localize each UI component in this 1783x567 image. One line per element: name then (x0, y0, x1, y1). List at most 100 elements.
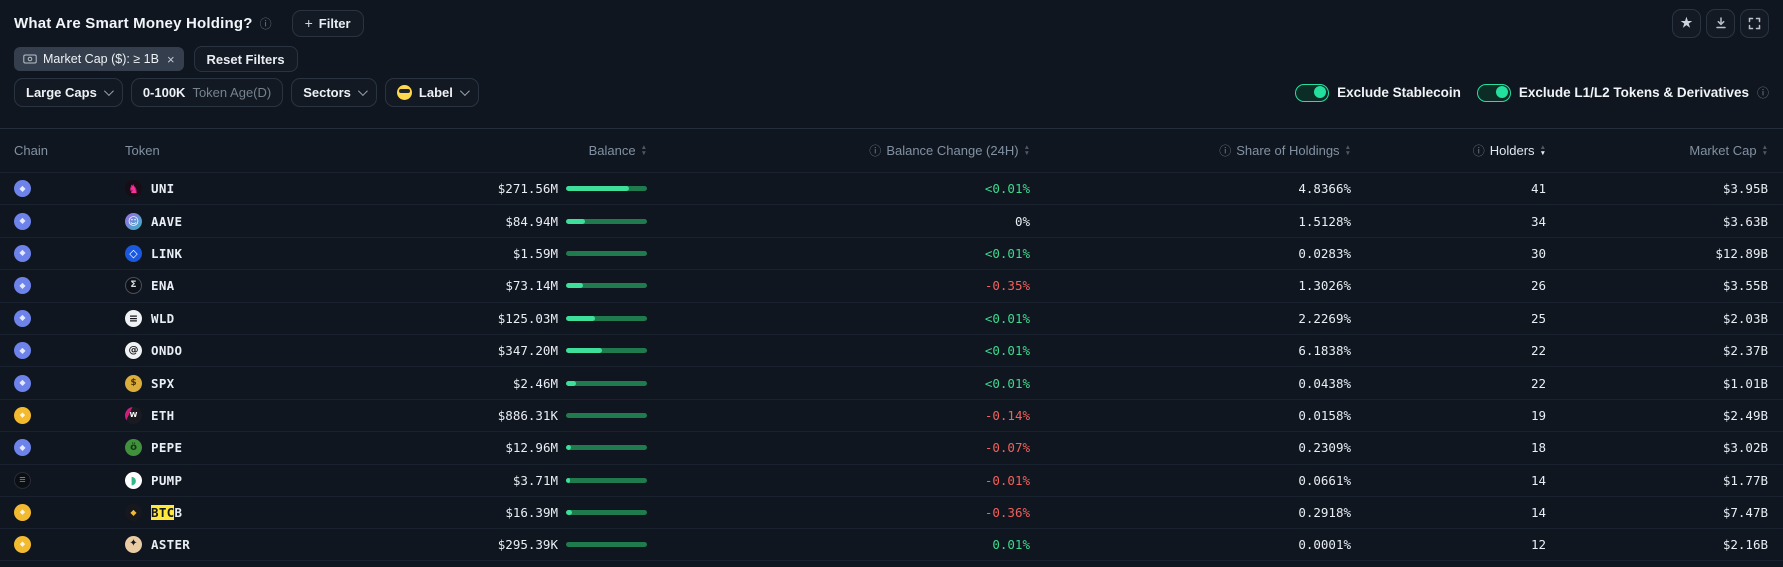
market-cap-value: $1.01B (1723, 376, 1768, 391)
holders-cell: 30 (1351, 246, 1546, 261)
balance-bar (566, 478, 647, 483)
close-icon[interactable]: × (167, 52, 175, 67)
share-cell: 0.0283% (1030, 246, 1351, 261)
table-row[interactable]: ◇ LINK $1.59M <0.01% 0.0283% 30 $12.89B (0, 237, 1783, 269)
bnb-chain-icon (14, 536, 31, 553)
balance-change-cell: <0.01% (647, 311, 1030, 326)
market-cap-cell: $7.47B (1546, 505, 1768, 520)
holders-cell: 19 (1351, 408, 1546, 423)
bnb-chain-icon (14, 407, 31, 424)
holders-value: 14 (1531, 473, 1546, 488)
token-cell[interactable]: ≡ WLD (125, 310, 435, 327)
reset-filters-label: Reset Filters (207, 52, 285, 67)
balance-bar-fill (566, 445, 571, 450)
table-row[interactable]: @ ONDO $347.20M <0.01% 6.1838% 22 $2.37B (0, 334, 1783, 366)
toggle-switch-on[interactable] (1477, 84, 1511, 102)
balance-value: $84.94M (505, 214, 558, 229)
table-row[interactable]: ≡ WLD $125.03M <0.01% 2.2269% 25 $2.03B (0, 302, 1783, 334)
info-icon: ⓘ (260, 15, 272, 32)
token-cell[interactable]: ö PEPE (125, 439, 435, 456)
market-cap-filter-chip[interactable]: Market Cap ($): ≥ 1B × (14, 47, 184, 71)
holders-cell: 18 (1351, 440, 1546, 455)
token-cell[interactable]: Σ ENA (125, 277, 435, 294)
market-cap-value: $2.16B (1723, 537, 1768, 552)
toggle-knob (1496, 86, 1508, 98)
chain-cell (14, 245, 125, 262)
column-header-holders[interactable]: ⓘ Holders ▲▼ (1351, 142, 1546, 159)
chain-cell (14, 472, 125, 489)
token-symbol: WLD (151, 311, 174, 326)
token-cell[interactable]: @ ONDO (125, 342, 435, 359)
table-row[interactable]: ö PEPE $12.96M -0.07% 0.2309% 18 $3.02B (0, 431, 1783, 463)
token-age-filter[interactable]: 0-100K Token Age(D) (131, 78, 283, 107)
token-cell[interactable]: ◗ PUMP (125, 472, 435, 489)
chevron-down-icon (104, 86, 114, 96)
label-dropdown-label: Label (419, 85, 453, 100)
balance-value: $12.96M (505, 440, 558, 455)
token-symbol: SPX (151, 376, 174, 391)
market-cap-size-dropdown[interactable]: Large Caps (14, 78, 123, 107)
fullscreen-button[interactable] (1740, 9, 1769, 38)
table-row[interactable]: ✦ ASTER $295.39K 0.01% 0.0001% 12 $2.16B (0, 528, 1783, 560)
balance-value: $271.56M (498, 181, 558, 196)
table-row[interactable]: Σ ENA $73.14M -0.35% 1.3026% 26 $3.55B (0, 269, 1783, 301)
reset-filters-button[interactable]: Reset Filters (194, 46, 298, 72)
balance-bar-fill (566, 283, 583, 288)
toggle-switch-on[interactable] (1295, 84, 1329, 102)
balance-value: $16.39M (505, 505, 558, 520)
balance-change-value: -0.35% (985, 278, 1030, 293)
balance-change-cell: 0% (647, 214, 1030, 229)
download-button[interactable] (1706, 9, 1735, 38)
label-dropdown[interactable]: Label (385, 78, 479, 107)
token-cell[interactable]: W ETH (125, 407, 435, 424)
market-cap-value: $3.55B (1723, 278, 1768, 293)
market-cap-value: $3.63B (1723, 214, 1768, 229)
token-cell[interactable]: ◆ BTCB (125, 504, 435, 521)
share-cell: 0.0438% (1030, 376, 1351, 391)
table-row[interactable]: ♞ UNI $271.56M <0.01% 4.8366% 41 $3.95B (0, 172, 1783, 204)
toggle-group: Exclude Stablecoin Exclude L1/L2 Tokens … (1295, 84, 1769, 102)
share-of-holdings-value: 6.1838% (1298, 343, 1351, 358)
token-cell[interactable]: $ SPX (125, 375, 435, 392)
table-row[interactable]: W ETH $886.31K -0.14% 0.0158% 19 $2.49B (0, 399, 1783, 431)
holders-cell: 26 (1351, 278, 1546, 293)
share-cell: 0.2309% (1030, 440, 1351, 455)
sectors-dropdown[interactable]: Sectors (291, 78, 377, 107)
table-row[interactable]: ◗ PUMP $3.71M -0.01% 0.0661% 14 $1.77B (0, 464, 1783, 496)
market-cap-value: $1.77B (1723, 473, 1768, 488)
chevron-down-icon (460, 86, 470, 96)
token-symbol: UNI (151, 181, 174, 196)
token-cell[interactable]: ✦ ASTER (125, 536, 435, 553)
table-row[interactable]: ◆ BTCB $16.39M -0.36% 0.2918% 14 $7.47B (0, 496, 1783, 528)
token-icon-ena: Σ (125, 277, 142, 294)
token-age-suffix: Token Age(D) (192, 85, 271, 100)
holders-cell: 34 (1351, 214, 1546, 229)
balance-change-cell: <0.01% (647, 343, 1030, 358)
table-row[interactable]: ☺ AAVE $84.94M 0% 1.5128% 34 $3.63B (0, 204, 1783, 236)
table-row[interactable]: $ SPX $2.46M <0.01% 0.0438% 22 $1.01B (0, 366, 1783, 398)
chain-cell (14, 407, 125, 424)
balance-change-cell: -0.14% (647, 408, 1030, 423)
exclude-stablecoin-label: Exclude Stablecoin (1337, 85, 1461, 100)
balance-value: $73.14M (505, 278, 558, 293)
token-cell[interactable]: ♞ UNI (125, 180, 435, 197)
token-cell[interactable]: ◇ LINK (125, 245, 435, 262)
balance-bar (566, 186, 647, 191)
favorite-button[interactable]: ★ (1672, 9, 1701, 38)
column-header-balance-change[interactable]: ⓘ Balance Change (24H) ▲▼ (647, 142, 1030, 159)
token-cell[interactable]: ☺ AAVE (125, 213, 435, 230)
market-cap-value: $7.47B (1723, 505, 1768, 520)
ethereum-chain-icon (14, 213, 31, 230)
balance-bar (566, 413, 647, 418)
column-header-share-of-holdings[interactable]: ⓘ Share of Holdings ▲▼ (1030, 142, 1351, 159)
add-filter-button[interactable]: + Filter (292, 10, 364, 37)
exclude-stablecoin-toggle[interactable]: Exclude Stablecoin (1295, 84, 1461, 102)
holders-cell: 22 (1351, 376, 1546, 391)
column-header-market-cap[interactable]: Market Cap ▲▼ (1546, 143, 1768, 158)
banknote-icon (23, 54, 37, 64)
column-header-balance[interactable]: Balance ▲▼ (435, 143, 647, 158)
exclude-l1l2-toggle[interactable]: Exclude L1/L2 Tokens & Derivatives ⓘ (1477, 84, 1769, 102)
balance-change-value: -0.07% (985, 440, 1030, 455)
size-dropdown-label: Large Caps (26, 85, 97, 100)
ethereum-chain-icon (14, 342, 31, 359)
